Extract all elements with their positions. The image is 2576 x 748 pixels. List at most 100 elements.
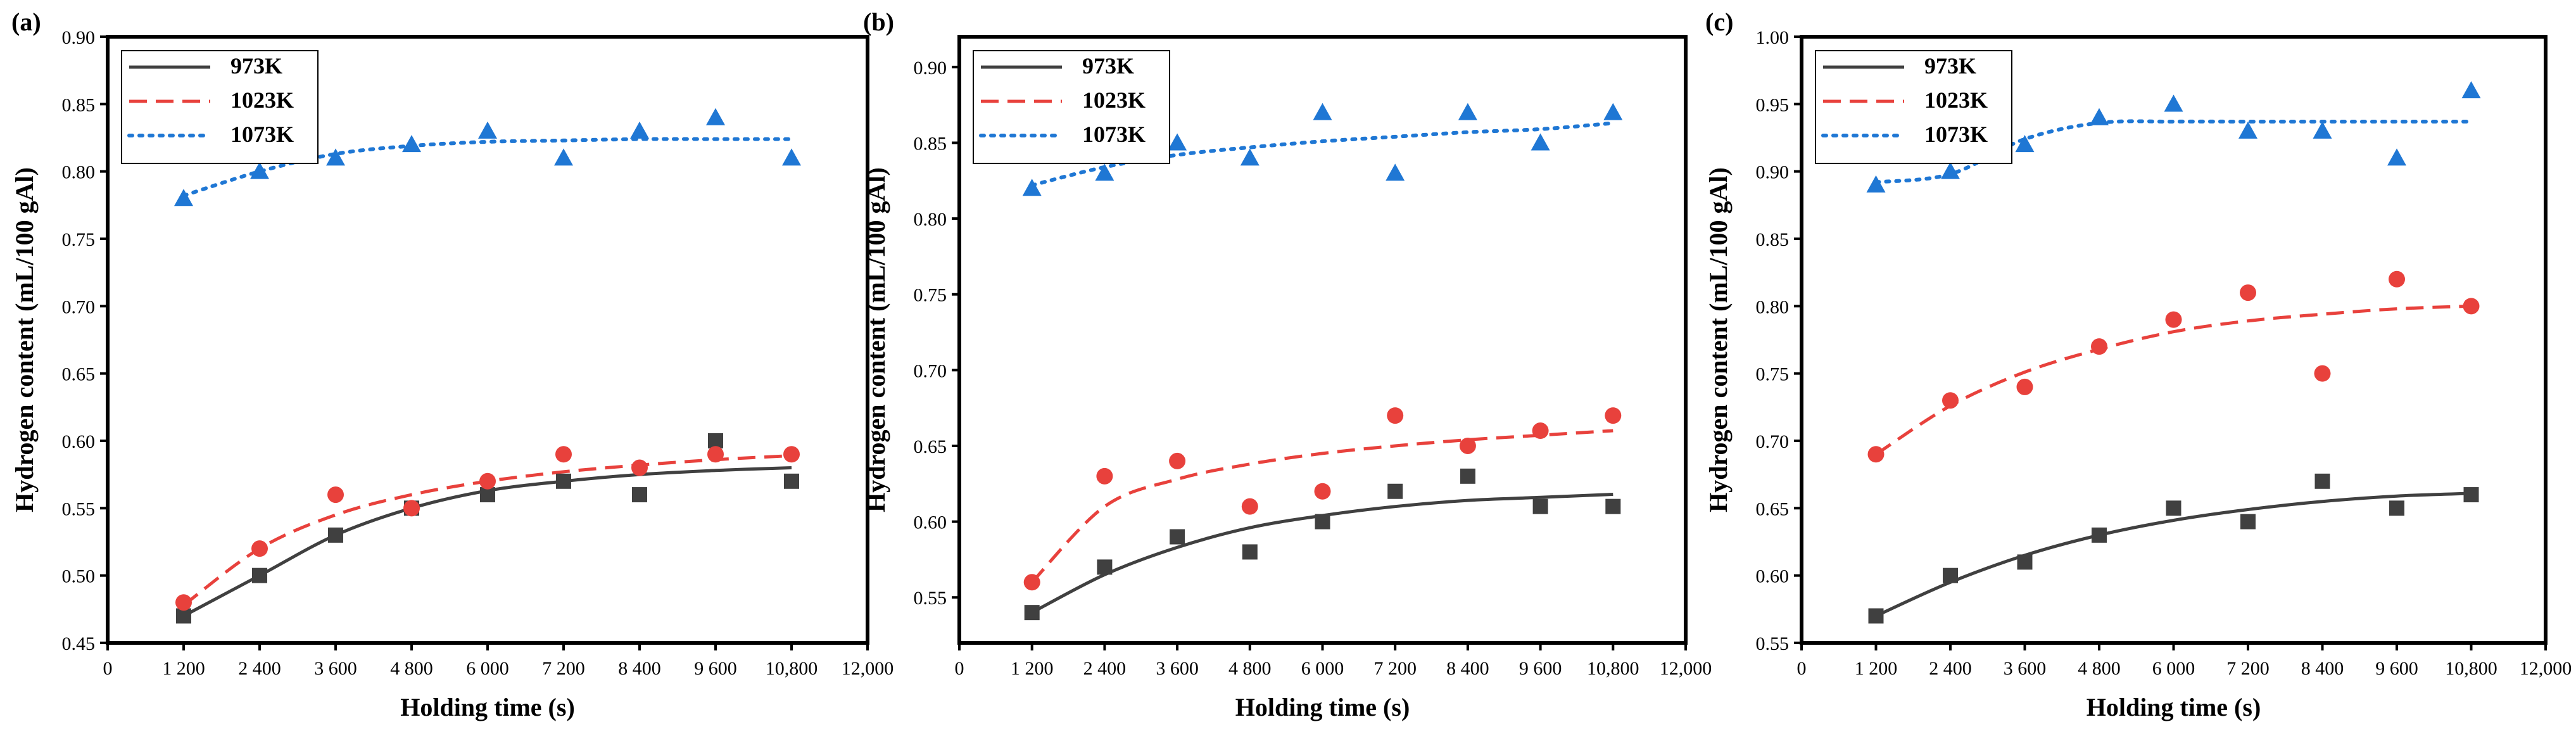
data-point-1073K (2090, 108, 2109, 125)
series-fit-line-973K (1031, 493, 1613, 614)
data-point-1023K (251, 540, 268, 557)
y-axis-title: Hydrogen content (mL/100 gAl) (1704, 167, 1733, 512)
x-tick-label: 8 400 (2301, 658, 2344, 679)
data-point-973K (1532, 498, 1548, 514)
legend-box (121, 50, 319, 164)
data-point-973K (480, 487, 495, 503)
y-tick-label: 0.95 (1756, 94, 1790, 115)
y-tick-label: 0.55 (914, 588, 947, 609)
data-point-1023K (403, 500, 420, 517)
x-tick-label: 3 600 (2004, 658, 2047, 679)
data-point-973K (1387, 483, 1403, 499)
data-point-1073K (1458, 103, 1477, 120)
x-tick-label: 12,000 (842, 658, 894, 679)
legend-label: 973K (1082, 53, 1134, 79)
y-tick-label: 0.85 (1756, 229, 1790, 250)
data-point-973K (1315, 514, 1330, 529)
series-fit-line-973K (1875, 491, 2472, 618)
x-tick-label: 7 200 (1373, 658, 1417, 679)
data-point-973K (1242, 544, 1258, 560)
series-fit-line-1073K (1030, 121, 1615, 187)
chart-panel-3: (c) 0 1 200 2 400 3 600 4 800 6 000 7 200 8 400 9… (1704, 8, 2572, 721)
data-point-1073K (1168, 133, 1187, 151)
x-tick-label: 10,800 (766, 658, 818, 679)
chart-panel-1: (a) 0 1 200 2 400 3 600 4 800 6 000 7 200 8 400 9… (10, 8, 893, 721)
x-tick-label: 4 800 (390, 658, 433, 679)
data-point-1073K (1941, 162, 1960, 179)
data-point-1023K (707, 446, 724, 463)
data-point-1023K (1942, 392, 1959, 409)
data-point-973K (2092, 527, 2107, 543)
data-point-973K (176, 608, 191, 624)
x-tick-label: 10,800 (2445, 658, 2497, 679)
panel-label: (b) (863, 8, 894, 36)
y-tick-label: 0.75 (1756, 364, 1790, 385)
data-point-973K (1170, 529, 1185, 545)
y-tick-label: 0.75 (62, 229, 96, 250)
data-point-973K (2314, 473, 2330, 489)
y-tick-label: 0.65 (62, 364, 96, 385)
data-point-973K (784, 473, 799, 489)
data-point-1023K (327, 486, 344, 504)
data-point-973K (1460, 468, 1475, 484)
data-point-1073K (2238, 121, 2257, 139)
data-point-973K (708, 433, 723, 448)
plot-area (174, 108, 801, 624)
data-point-1073K (1022, 179, 1042, 196)
data-point-1073K (2015, 135, 2035, 153)
data-point-1073K (250, 162, 269, 179)
x-tick-label: 1 200 (1011, 658, 1054, 679)
x-tick-label: 0 (103, 658, 113, 679)
y-tick-label: 0.70 (1756, 431, 1790, 452)
y-tick-label: 0.90 (1756, 162, 1790, 183)
x-tick-label: 6 000 (2152, 658, 2195, 679)
x-tick-label: 2 400 (1929, 658, 1972, 679)
data-point-1023K (1532, 422, 1549, 440)
y-tick-label: 0.90 (62, 27, 96, 48)
x-tick-label: 2 400 (1083, 658, 1127, 679)
data-point-1023K (1605, 407, 1622, 424)
y-tick-label: 0.65 (914, 436, 947, 457)
data-point-1023K (1459, 437, 1476, 454)
data-point-973K (632, 487, 647, 503)
y-tick-label: 0.70 (62, 296, 96, 317)
x-tick-label: 8 400 (618, 658, 661, 679)
data-point-1023K (1314, 483, 1331, 500)
y-tick-label: 0.65 (1756, 498, 1790, 519)
x-tick-label: 6 000 (1301, 658, 1344, 679)
data-point-1023K (2240, 284, 2256, 301)
data-point-1073K (402, 135, 421, 153)
data-point-1023K (783, 446, 800, 463)
y-tick-label: 0.45 (62, 633, 96, 654)
data-point-1023K (1387, 407, 1404, 424)
data-point-1023K (2016, 378, 2033, 395)
series-fit-line-1023K (1875, 304, 2472, 456)
data-point-1023K (2314, 365, 2331, 382)
data-point-1073K (1095, 163, 1114, 181)
x-tick-label: 4 800 (1228, 658, 1272, 679)
data-point-973K (556, 473, 571, 489)
data-point-973K (1943, 567, 1958, 583)
panel-label: (c) (1705, 8, 1733, 36)
y-tick-label: 0.55 (1756, 633, 1790, 654)
data-point-1023K (1023, 574, 1040, 591)
data-point-1023K (555, 446, 572, 463)
legend: 973K 1023K 1073K (121, 50, 319, 164)
y-tick-label: 0.80 (62, 162, 96, 183)
data-point-973K (2017, 554, 2033, 570)
data-point-1023K (1867, 446, 1885, 463)
legend-label: 973K (1924, 53, 1976, 79)
data-point-1073K (1313, 103, 1332, 120)
data-point-1023K (2463, 298, 2480, 315)
chart-panel-2: (b) 0 1 200 2 400 3 600 4 800 6 000 7 200 8 400 9… (862, 8, 1712, 721)
legend: 973K 1023K 1073K (1815, 50, 2012, 164)
x-tick-label: 0 (1797, 658, 1807, 679)
x-tick-label: 7 200 (542, 658, 585, 679)
x-tick-label: 2 400 (238, 658, 281, 679)
data-point-1073K (2313, 121, 2332, 139)
legend-label: 1023K (230, 87, 294, 113)
data-point-1073K (2164, 94, 2183, 112)
data-point-1073K (554, 148, 573, 166)
x-axis-title: Holding time (s) (2087, 693, 2261, 721)
legend-label: 973K (230, 53, 282, 79)
